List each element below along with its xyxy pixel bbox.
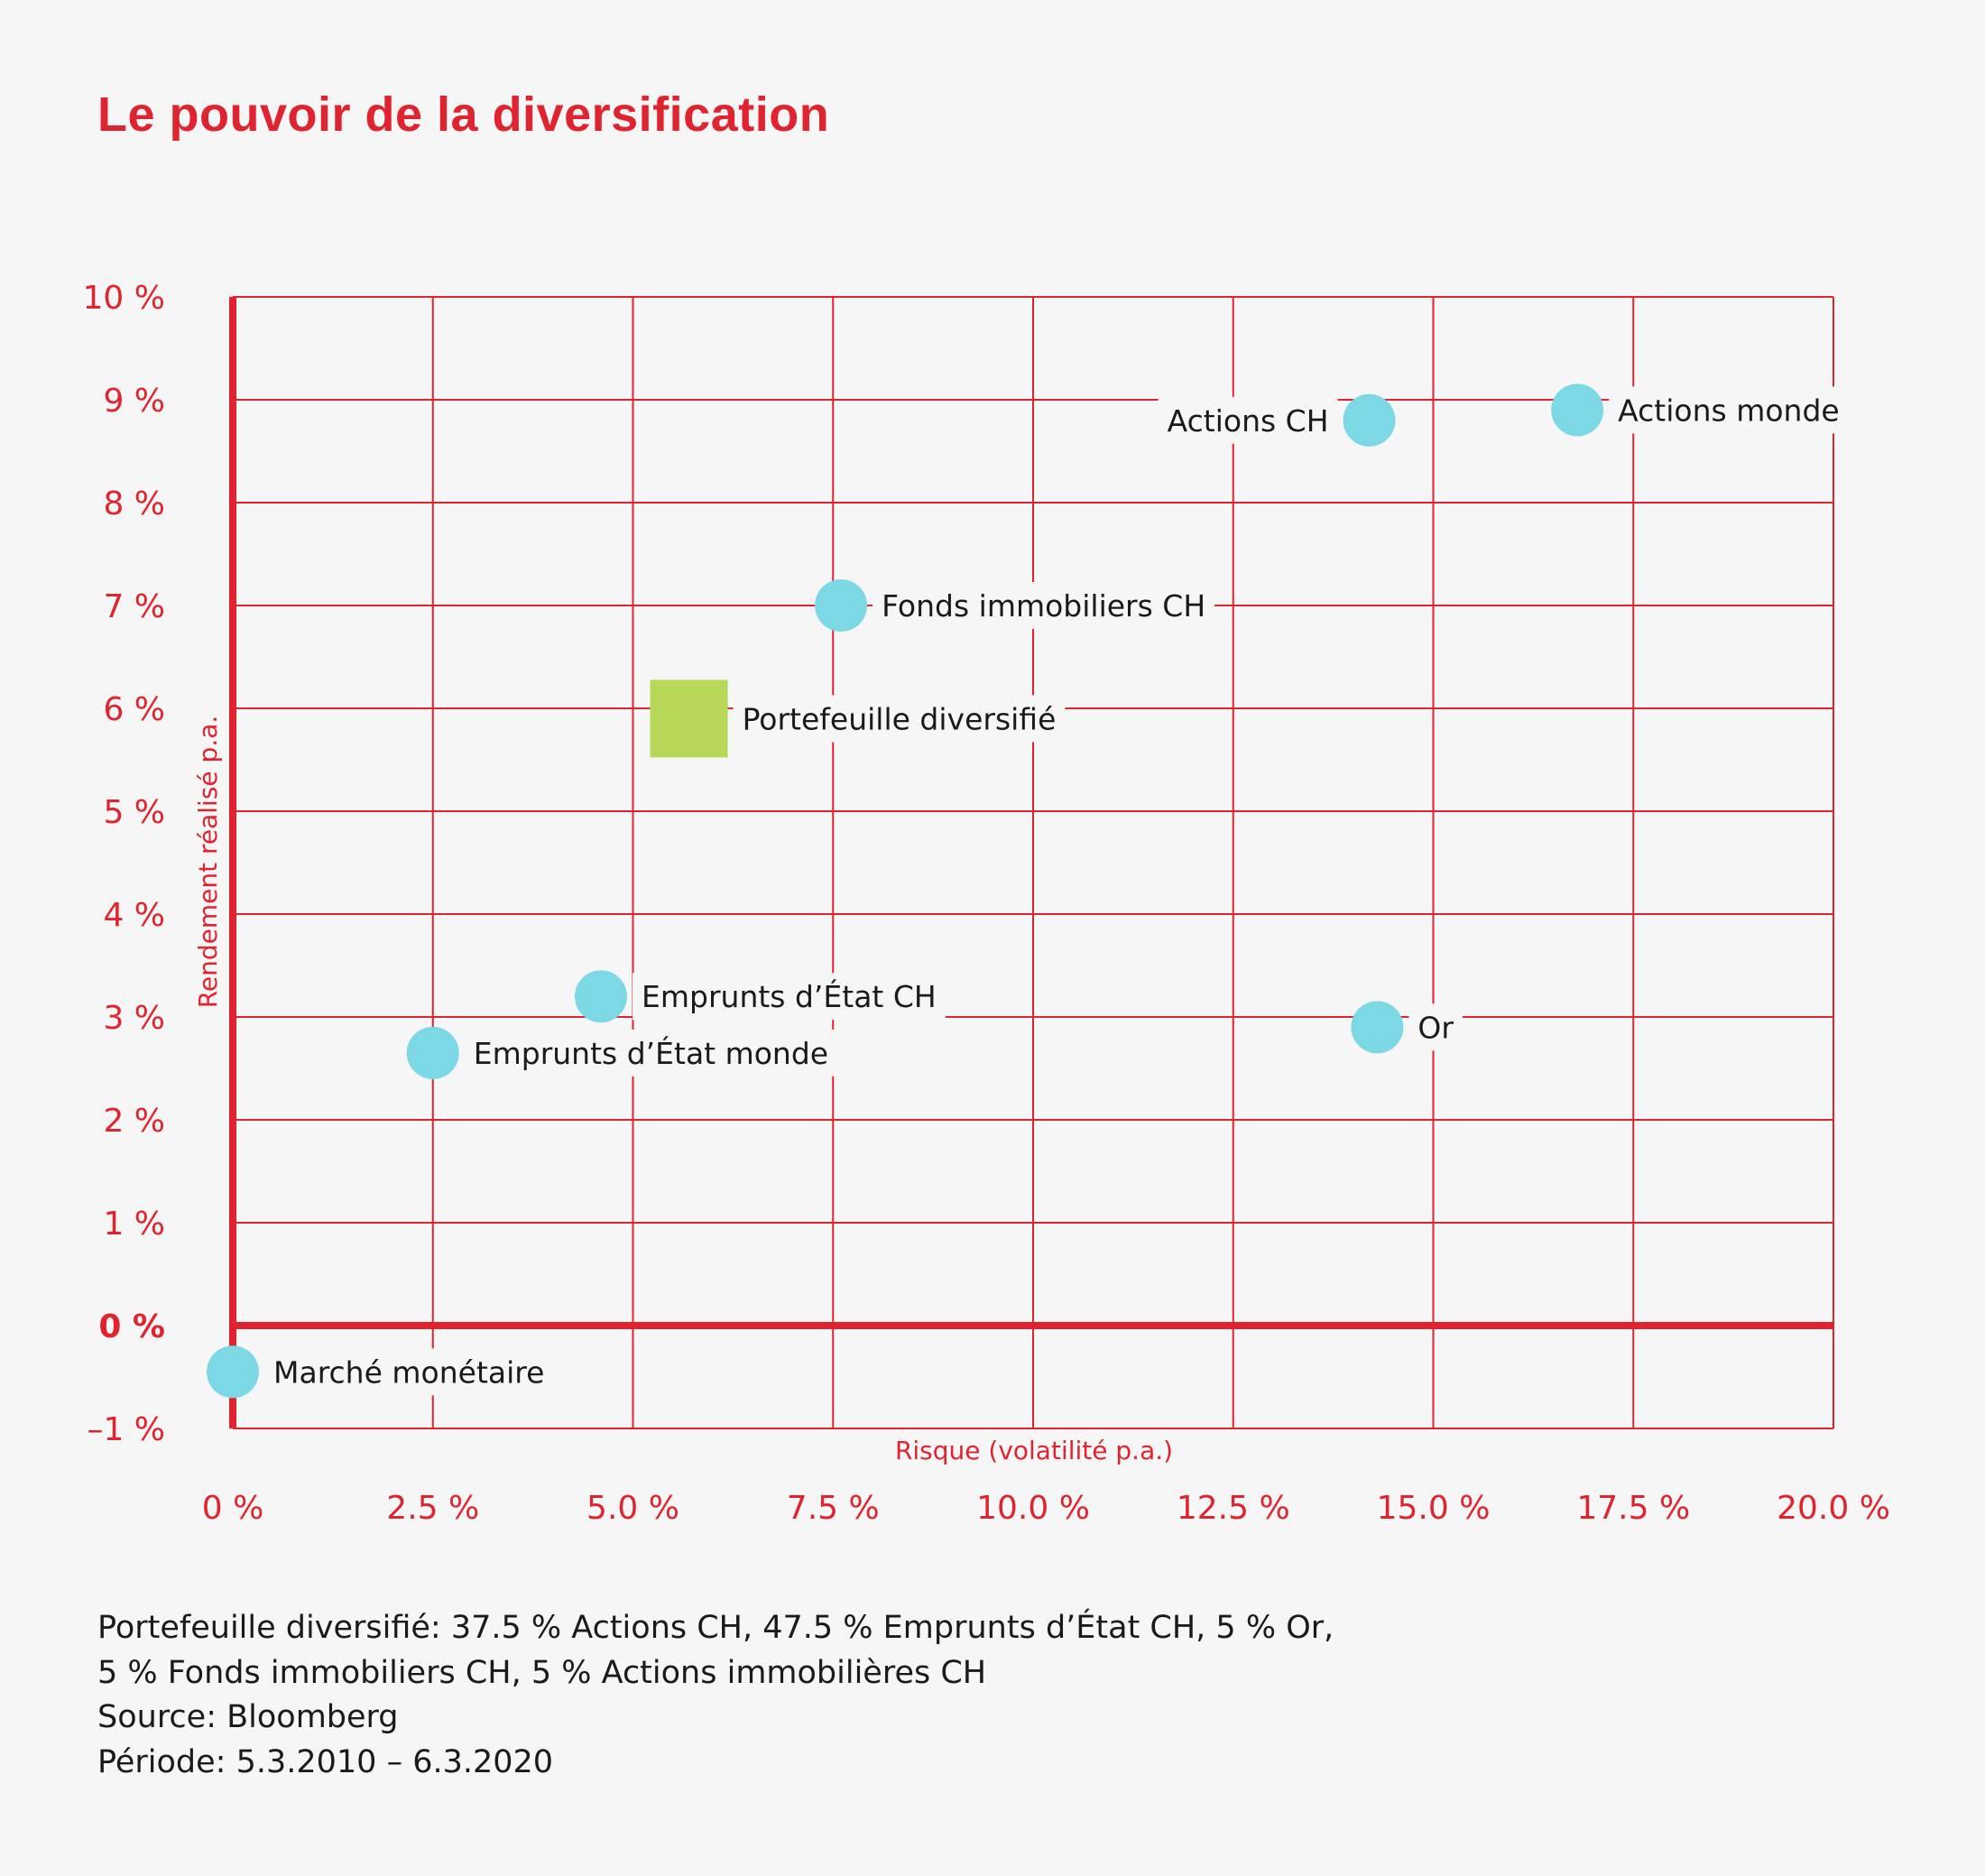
data-label-background — [264, 1348, 554, 1396]
chart-axes — [229, 297, 1833, 1428]
portfolio-marker — [650, 679, 728, 758]
x-tick-label: 15.0 % — [1377, 1490, 1491, 1527]
y-tick-label: 0 % — [98, 1308, 165, 1345]
data-point-group: Emprunts d’État monde — [406, 1026, 838, 1079]
data-label: Actions monde — [1618, 393, 1840, 428]
x-tick-label: 7.5 % — [787, 1490, 880, 1527]
x-axis-label: Risque (volatilité p.a.) — [895, 1436, 1173, 1465]
y-tick-label: 9 % — [103, 383, 165, 420]
y-tick-label: 7 % — [103, 588, 165, 625]
y-tick-labels: 10 % 9 % 8 % 7 % 6 % 5 % 4 % 3 % 2 % 1 % 0 % –1 % — [83, 280, 165, 1448]
data-point — [1551, 384, 1604, 437]
chart-notes: Portefeuille diversifié: 37.5 % Actions … — [97, 1606, 1334, 1785]
data-label-background — [872, 582, 1215, 629]
data-point-group: Actions monde — [1551, 384, 1849, 437]
data-point — [207, 1345, 259, 1399]
x-tick-label: 20.0 % — [1777, 1490, 1890, 1527]
data-point-group: Emprunts d’État CH — [575, 970, 946, 1023]
data-label-background — [632, 973, 946, 1021]
x-tick-label: 0 % — [202, 1490, 264, 1527]
note-line: 5 % Fonds immobiliers CH, 5 % Actions im… — [97, 1654, 987, 1691]
chart-title: Le pouvoir de la diversification — [97, 88, 830, 142]
data-point — [815, 579, 868, 632]
data-point — [1351, 1001, 1404, 1054]
x-tick-labels: 0 % 2.5 % 5.0 % 7.5 % 10.0 % 12.5 % 15.0 % 17.5… — [202, 1490, 1890, 1527]
data-point-group: Actions CH — [1158, 393, 1396, 447]
y-tick-label: –1 % — [87, 1411, 165, 1448]
note-line: Portefeuille diversifié: 37.5 % Actions … — [97, 1610, 1334, 1646]
chart-grid — [233, 296, 1834, 1429]
y-tick-label: 5 % — [103, 794, 165, 831]
x-tick-label: 12.5 % — [1177, 1490, 1290, 1527]
data-point-group: Marché monétaire — [207, 1345, 554, 1399]
data-label: Portefeuille diversifié — [743, 701, 1057, 736]
y-tick-label: 8 % — [103, 485, 165, 522]
data-point-group: Or — [1351, 1001, 1463, 1054]
data-point — [575, 970, 628, 1023]
data-label: Actions CH — [1168, 403, 1329, 439]
data-label-background — [1609, 386, 1849, 434]
data-label-background — [733, 695, 1066, 743]
y-tick-label: 4 % — [103, 897, 165, 934]
period-line: Période: 5.3.2010 – 6.3.2020 — [97, 1743, 554, 1780]
x-tick-label: 17.5 % — [1576, 1490, 1690, 1527]
y-tick-label: 6 % — [103, 691, 165, 728]
data-label: Emprunts d’État CH — [642, 978, 937, 1014]
x-tick-label: 2.5 % — [386, 1490, 479, 1527]
y-tick-label: 2 % — [103, 1103, 165, 1140]
data-label-background — [1158, 396, 1338, 444]
data-label: Or — [1417, 1010, 1454, 1045]
source-line: Source: Bloomberg — [97, 1699, 399, 1735]
data-points: Actions CH Actions monde Fonds immobiliers… — [207, 384, 1849, 1399]
y-tick-label: 10 % — [83, 280, 165, 317]
data-point-group: Fonds immobiliers CH — [815, 579, 1215, 632]
y-tick-label: 3 % — [103, 1000, 165, 1037]
y-tick-label: 1 % — [103, 1206, 165, 1243]
data-label-background — [1408, 1003, 1463, 1051]
data-label-background — [464, 1029, 838, 1077]
data-point-group: Portefeuille diversifié — [650, 679, 1066, 758]
y-axis-label: Rendement réalisé p.a. — [193, 716, 223, 1009]
data-label: Fonds immobiliers CH — [882, 588, 1205, 624]
x-tick-label: 5.0 % — [586, 1490, 679, 1527]
x-tick-label: 10.0 % — [976, 1490, 1090, 1527]
data-point — [406, 1026, 459, 1079]
data-label: Emprunts d’État monde — [474, 1035, 828, 1071]
data-label: Marché monétaire — [273, 1354, 544, 1390]
data-point — [1343, 393, 1396, 447]
